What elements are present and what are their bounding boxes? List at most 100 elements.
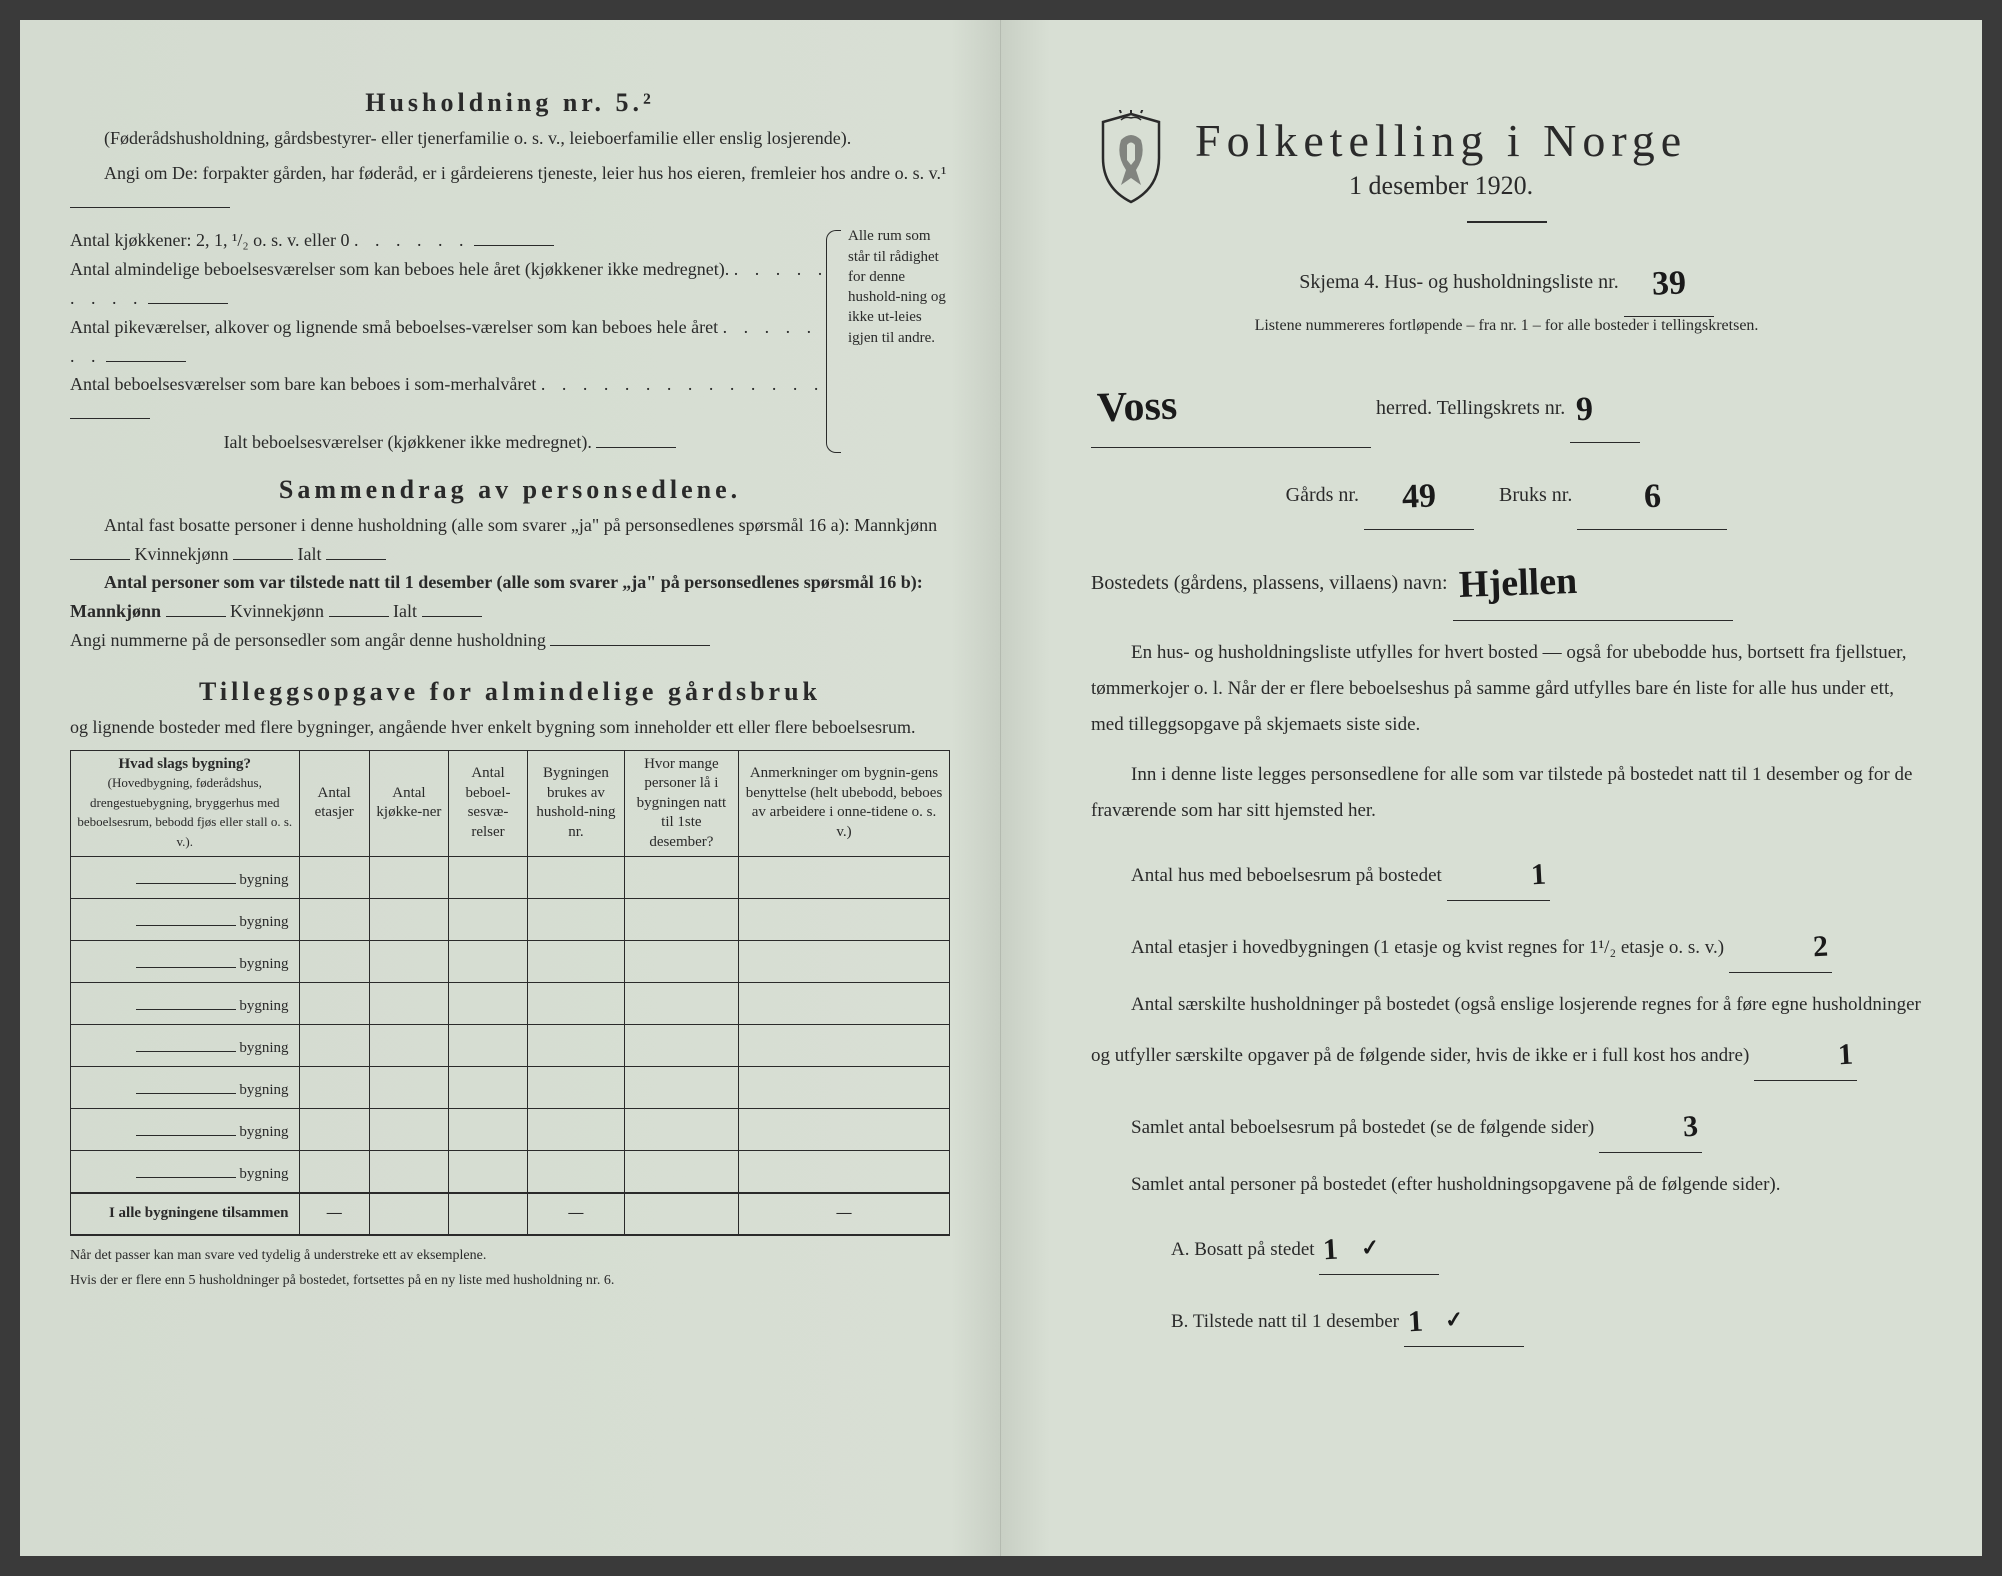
q2-wrap: Antal etasjer i hovedbygningen (1 etasje…: [1091, 915, 1922, 973]
gards-line: Gårds nr. 49 Bruks nr. 6: [1091, 454, 1922, 530]
blank-field: [326, 542, 386, 560]
herred-line: Voss herred. Tellingskrets nr. 9: [1091, 355, 1922, 448]
blank-field: [596, 430, 676, 448]
liste-nr-value: 39: [1644, 246, 1693, 322]
q2-line: Antal etasjer i hovedbygningen (1 etasje…: [1091, 915, 1922, 973]
rooms3-line: Antal beboelsesværelser som bare kan beb…: [70, 370, 830, 428]
th-kjokken: Antal kjøkke-ner: [369, 750, 448, 857]
para2-text: Inn i denne liste legges personsedlene f…: [1091, 757, 1922, 829]
herred-value: Voss: [1089, 359, 1184, 455]
rooms-total-line: Ialt beboelsesværelser (kjøkkener ikke m…: [70, 428, 830, 457]
main-title: Folketelling i Norge: [1195, 114, 1687, 167]
q5a-field: 1 ✓: [1319, 1217, 1439, 1275]
kitchens-text: Antal kjøkkener: 2, 1, ¹/₂ o. s. v. elle…: [70, 230, 349, 250]
blank-field: [136, 1076, 236, 1094]
gards-field: 49: [1364, 454, 1474, 530]
th1-text: Hvad slags bygning?: [118, 756, 251, 772]
table-row: bygning: [71, 1151, 950, 1193]
rooms2-line: Antal pikeværelser, alkover og lignende …: [70, 313, 830, 371]
q5b-line: B. Tilstede natt til 1 desember 1 ✓: [1091, 1289, 1922, 1347]
listene-note: Listene nummereres fortløpende – fra nr.…: [1091, 317, 1922, 335]
blank-field: [550, 628, 710, 646]
q3-wrap: Antal særskilte husholdninger på bostede…: [1091, 987, 1922, 1081]
bruks-field: 6: [1577, 454, 1727, 530]
th-hushold: Bygningen brukes av hushold-ning nr.: [528, 750, 625, 857]
q1-wrap: Antal hus med beboelsesrum på bostedet 1: [1091, 843, 1922, 901]
table-row: bygning: [71, 1025, 950, 1067]
row-lbl: bygning: [239, 872, 288, 888]
table-body: bygning bygning bygning bygning bygning …: [71, 857, 950, 1235]
bruks-label: Bruks nr.: [1499, 484, 1572, 506]
rooms1-line: Antal almindelige beboelsesværelser som …: [70, 255, 830, 313]
th-etasjer: Antal etasjer: [299, 750, 369, 857]
q1-line: Antal hus med beboelsesrum på bostedet 1: [1091, 843, 1922, 901]
q3-line: Antal særskilte husholdninger på bostede…: [1091, 987, 1922, 1081]
sam-line1: Antal fast bosatte personer i denne hush…: [70, 511, 950, 569]
table-row: bygning: [71, 1067, 950, 1109]
building-table: Hvad slags bygning? (Hovedbygning, føder…: [70, 750, 950, 1236]
blank-field: [136, 992, 236, 1010]
bosted-field: Hjellen: [1453, 536, 1733, 621]
q3-field: 1: [1754, 1023, 1857, 1081]
row-lbl: bygning: [239, 1040, 288, 1056]
sam-kv2: Kvinnekjønn: [230, 601, 324, 621]
blank-field: [148, 286, 228, 304]
gards-value: 49: [1395, 459, 1444, 535]
table-row: bygning: [71, 1109, 950, 1151]
para1: En hus- og husholdningsliste utfylles fo…: [1091, 635, 1922, 743]
heading-tillegg: Tilleggsopgave for almindelige gårdsbruk: [70, 677, 950, 707]
liste-nr-field: 39: [1624, 241, 1714, 317]
q5-label: Samlet antal personer på bostedet (efter…: [1091, 1167, 1922, 1203]
kitchens-line: Antal kjøkkener: 2, 1, ¹/₂ o. s. v. elle…: [70, 226, 830, 255]
h5-line1: Angi om De: forpakter gården, har føderå…: [70, 159, 950, 217]
q2-field: 2: [1729, 915, 1832, 973]
q1-label: Antal hus med beboelsesrum på bostedet: [1131, 865, 1442, 886]
blank-field: [136, 866, 236, 884]
th-type: Hvad slags bygning? (Hovedbygning, føder…: [71, 750, 300, 857]
h5-line1-text: Angi om De: forpakter gården, har føderå…: [104, 163, 946, 183]
row-lbl: bygning: [239, 914, 288, 930]
sam-l1-text: Antal fast bosatte personer i denne hush…: [104, 515, 937, 535]
table-row: bygning: [71, 899, 950, 941]
row-lbl: bygning: [239, 998, 288, 1014]
blank-field: [136, 908, 236, 926]
q2-value: 2: [1767, 917, 1833, 977]
blank-field: [136, 1118, 236, 1136]
right-page: Folketelling i Norge 1 desember 1920. Sk…: [1001, 20, 1982, 1556]
q5b-label: B. Tilstede natt til 1 desember: [1171, 1311, 1399, 1332]
sam-l3-text: Angi nummerne på de personsedler som ang…: [70, 630, 546, 650]
rooms-left: Antal kjøkkener: 2, 1, ¹/₂ o. s. v. elle…: [70, 226, 830, 456]
footnote-2: Hvis der er flere enn 5 husholdninger på…: [70, 1271, 950, 1291]
sam-ialt: Ialt: [298, 544, 322, 564]
table-head: Hvad slags bygning? (Hovedbygning, føder…: [71, 750, 950, 857]
sam-ialt2: Ialt: [393, 601, 417, 621]
sam-kv: Kvinnekjønn: [135, 544, 229, 564]
blank-field: [233, 542, 293, 560]
th-beboelse: Antal beboel-sesvæ-relser: [448, 750, 527, 857]
document-spread: Husholdning nr. 5.² (Føderådshusholdning…: [20, 20, 1982, 1556]
th1-sub: (Hovedbygning, føderådshus, drengestueby…: [77, 775, 292, 849]
q4-wrap: Samlet antal beboelsesrum på bostedet (s…: [1091, 1095, 1922, 1153]
table-row: bygning: [71, 941, 950, 983]
blank-field: [106, 344, 186, 362]
left-page: Husholdning nr. 5.² (Føderådshusholdning…: [20, 20, 1001, 1556]
para1-text: En hus- og husholdningsliste utfylles fo…: [1091, 635, 1922, 743]
bosted-value: Hjellen: [1451, 540, 1584, 628]
title-row: Folketelling i Norge 1 desember 1920.: [1091, 110, 1922, 205]
sam-line2: Antal personer som var tilstede natt til…: [70, 568, 950, 626]
table-totals-row: I alle bygningene tilsammen — — —: [71, 1193, 950, 1235]
tillegg-sub: og lignende bosteder med flere bygninger…: [70, 713, 950, 742]
th-personer: Hvor mange personer lå i bygningen natt …: [624, 750, 738, 857]
q5b-value: 1: [1402, 1293, 1428, 1351]
heading-sammendrag: Sammendrag av personsedlene.: [70, 475, 950, 505]
check-icon: ✓: [1439, 1298, 1469, 1342]
rooms3-text: Antal beboelsesværelser som bare kan beb…: [70, 374, 536, 394]
bosted-label: Bostedets (gårdens, plassens, villaens) …: [1091, 572, 1448, 594]
q1-field: 1: [1447, 843, 1550, 901]
q2-label: Antal etasjer i hovedbygningen (1 etasje…: [1131, 937, 1724, 958]
blank-field: [136, 1160, 236, 1178]
blank-field: [136, 1034, 236, 1052]
krets-field: 9: [1570, 367, 1640, 443]
q4-value: 3: [1638, 1098, 1704, 1158]
q4-label: Samlet antal beboelsesrum på bostedet (s…: [1131, 1117, 1594, 1138]
